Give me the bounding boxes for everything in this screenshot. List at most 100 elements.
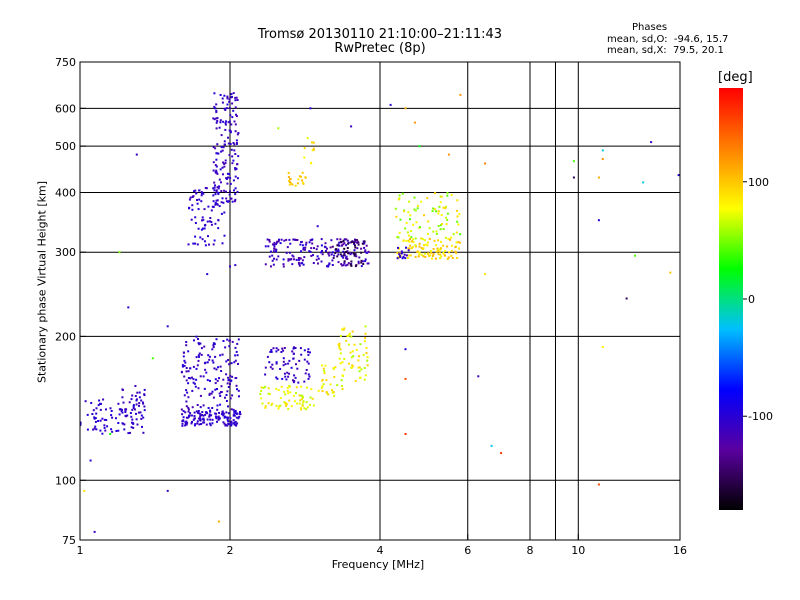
echo-point bbox=[267, 402, 270, 405]
echo-point bbox=[198, 343, 201, 346]
echo-point bbox=[182, 355, 185, 358]
echo-point bbox=[191, 376, 193, 379]
echo-point bbox=[440, 255, 443, 258]
echo-point bbox=[413, 121, 416, 124]
echo-point bbox=[180, 408, 183, 411]
echo-point bbox=[364, 374, 367, 377]
echo-point bbox=[233, 120, 236, 123]
echo-point bbox=[437, 253, 440, 256]
echo-point bbox=[195, 378, 198, 381]
echo-point bbox=[225, 197, 228, 200]
echo-point bbox=[237, 389, 240, 392]
echo-point bbox=[204, 244, 207, 247]
echo-point bbox=[339, 253, 342, 256]
echo-point bbox=[229, 114, 232, 117]
echo-point bbox=[397, 246, 399, 249]
echo-point bbox=[353, 343, 356, 346]
echo-point bbox=[300, 385, 303, 388]
echo-point bbox=[201, 414, 203, 416]
echo-point bbox=[214, 193, 217, 196]
echo-point bbox=[217, 418, 220, 421]
echo-point bbox=[355, 255, 358, 258]
echo-point bbox=[342, 256, 345, 259]
echo-point bbox=[190, 422, 193, 425]
echo-point bbox=[330, 253, 333, 256]
grid-lines bbox=[80, 62, 680, 540]
echo-point bbox=[185, 370, 188, 373]
echo-point bbox=[408, 200, 411, 203]
echo-point bbox=[129, 412, 132, 414]
echo-point bbox=[394, 207, 397, 210]
echo-point bbox=[324, 246, 327, 249]
echo-point bbox=[340, 263, 343, 266]
echo-point bbox=[214, 388, 217, 391]
echo-point bbox=[231, 375, 234, 378]
echo-point bbox=[235, 113, 237, 116]
echo-point bbox=[215, 117, 218, 120]
echo-point bbox=[100, 402, 102, 405]
echo-point bbox=[236, 133, 239, 136]
echo-point bbox=[287, 259, 290, 262]
echo-point bbox=[395, 215, 398, 218]
echo-point bbox=[327, 264, 330, 267]
echo-point bbox=[224, 162, 227, 165]
echo-point bbox=[350, 260, 353, 263]
y-tick-label: 500 bbox=[55, 140, 76, 153]
echo-point bbox=[221, 97, 224, 100]
echo-point bbox=[200, 192, 203, 195]
echo-point bbox=[337, 343, 340, 346]
echo-point bbox=[230, 421, 233, 424]
echo-point bbox=[131, 418, 134, 421]
echo-point bbox=[180, 371, 183, 374]
echo-point bbox=[439, 228, 442, 231]
echo-point bbox=[442, 252, 445, 255]
echo-point bbox=[414, 237, 417, 240]
echo-point bbox=[234, 420, 237, 423]
echo-point bbox=[224, 128, 227, 131]
echo-point bbox=[131, 394, 134, 397]
echo-point bbox=[358, 256, 361, 259]
echo-point bbox=[217, 219, 220, 222]
echo-point bbox=[185, 379, 188, 382]
echo-point bbox=[213, 239, 216, 242]
echo-point bbox=[221, 197, 224, 200]
echo-point bbox=[361, 260, 364, 263]
echo-point bbox=[442, 206, 445, 209]
echo-point bbox=[228, 423, 231, 426]
echo-point bbox=[300, 398, 303, 401]
echo-point bbox=[327, 265, 330, 268]
echo-point bbox=[94, 417, 97, 420]
echo-point bbox=[181, 420, 184, 423]
echo-point bbox=[280, 385, 283, 388]
echo-point bbox=[414, 209, 417, 212]
echo-point bbox=[428, 254, 430, 257]
echo-point bbox=[337, 248, 340, 251]
echo-point bbox=[413, 208, 416, 211]
echo-point bbox=[298, 359, 301, 362]
echo-point bbox=[208, 413, 211, 416]
echo-point bbox=[287, 362, 290, 365]
echo-point bbox=[316, 255, 319, 258]
echo-point bbox=[291, 183, 294, 186]
echo-point bbox=[290, 182, 293, 185]
echo-point bbox=[341, 374, 344, 377]
echo-point bbox=[202, 227, 204, 230]
echo-point bbox=[202, 404, 205, 407]
echo-point bbox=[285, 238, 288, 241]
echo-point bbox=[208, 392, 211, 395]
echo-point bbox=[220, 150, 223, 153]
echo-point bbox=[364, 337, 367, 340]
echo-point bbox=[345, 264, 348, 267]
echo-point bbox=[346, 247, 349, 249]
echo-point bbox=[235, 416, 238, 419]
echo-point bbox=[331, 245, 334, 248]
echo-point bbox=[331, 389, 333, 392]
echo-point bbox=[216, 379, 219, 382]
echo-point bbox=[294, 347, 297, 349]
echo-point bbox=[196, 202, 199, 205]
echo-point bbox=[434, 208, 436, 211]
echo-point bbox=[236, 163, 239, 166]
echo-point bbox=[338, 342, 341, 345]
echo-point bbox=[143, 409, 146, 412]
echo-point bbox=[239, 411, 241, 413]
